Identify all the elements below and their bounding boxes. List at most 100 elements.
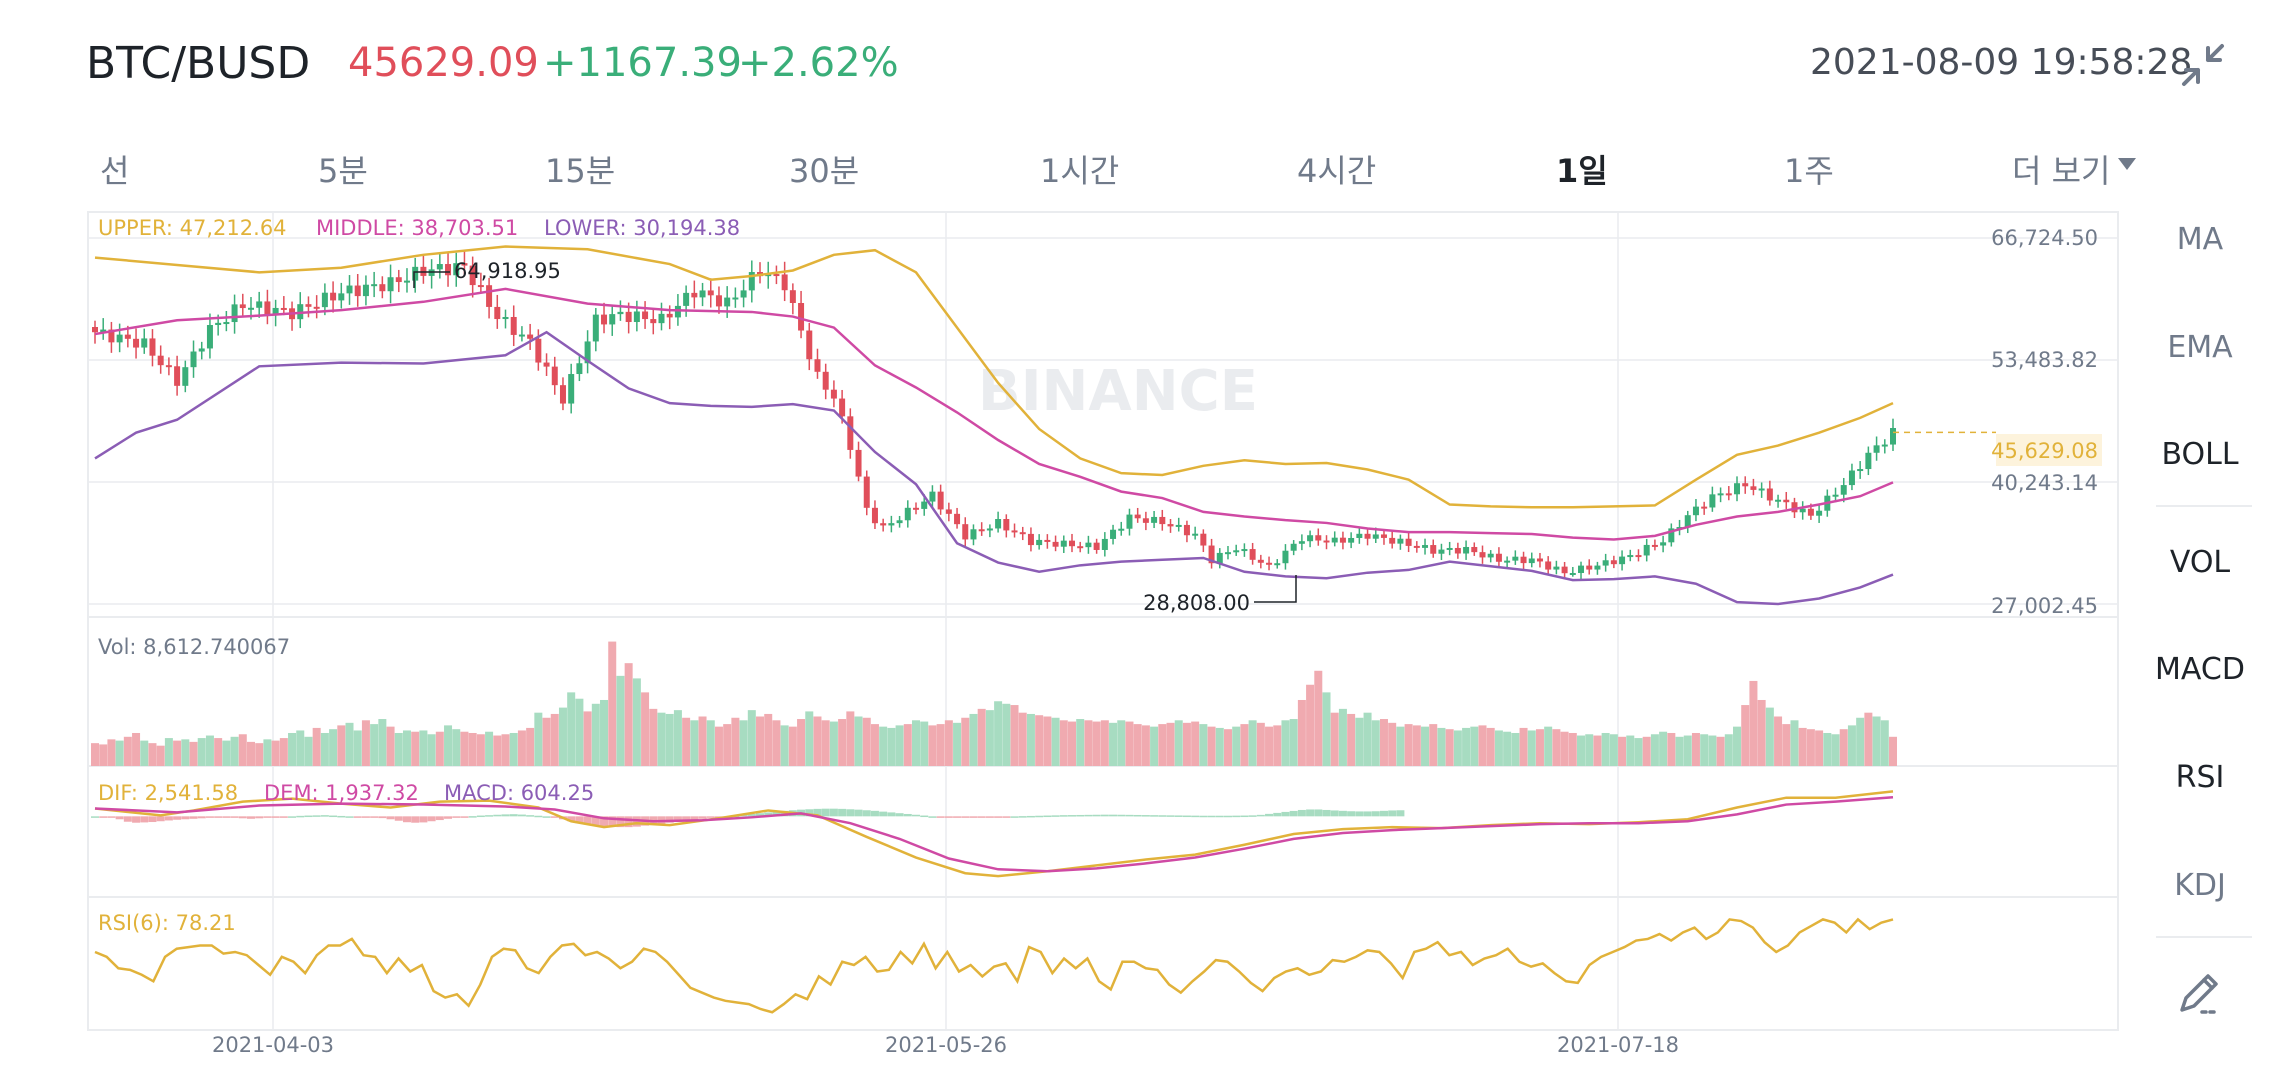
volume-bar: [1347, 713, 1356, 766]
macd-hist-bar: [944, 816, 953, 818]
candle-body: [765, 274, 772, 277]
volume-bar: [690, 720, 699, 766]
volume-bar: [1018, 712, 1027, 766]
macd-hist-bar: [1347, 811, 1356, 817]
volume-bar: [788, 726, 797, 766]
candle-body: [1249, 549, 1256, 560]
macd-dem-line: [94, 796, 1894, 873]
candle-body: [789, 290, 796, 304]
candle-body: [371, 284, 378, 287]
side-boll[interactable]: BOLL: [2161, 437, 2239, 472]
side-ema[interactable]: EMA: [2167, 330, 2233, 365]
candle-body: [1348, 537, 1355, 543]
volume-bar: [1462, 727, 1471, 766]
candle-body: [387, 277, 394, 292]
candle-body: [601, 314, 608, 325]
macd-hist-bar: [526, 815, 535, 817]
side-rsi[interactable]: RSI: [2175, 760, 2225, 795]
volume-bar: [1453, 730, 1462, 766]
volume-bar: [813, 716, 822, 766]
macd-hist-bar: [1125, 814, 1134, 817]
candle-body: [264, 301, 271, 315]
volume-bar: [1519, 727, 1528, 766]
candle-body: [1282, 550, 1289, 564]
candle-body: [1183, 524, 1190, 536]
volume-bar: [320, 732, 329, 766]
candle-body: [1077, 546, 1084, 549]
volume-bar: [1421, 726, 1430, 766]
candle-body: [1578, 565, 1585, 574]
volume-bar: [427, 734, 436, 766]
candle-body: [986, 528, 993, 531]
candle-body: [707, 290, 714, 296]
volume-bar: [1051, 717, 1060, 766]
macd-hist-bar: [148, 816, 157, 823]
macd-value-label: MACD: 604.25: [444, 781, 594, 805]
volume-bar: [452, 729, 461, 766]
volume-bar: [682, 717, 691, 766]
volume-bar: [1511, 732, 1520, 766]
tab-1d[interactable]: 1일: [1556, 152, 1608, 190]
macd-hist-bar: [1256, 814, 1265, 817]
candle-body: [1553, 566, 1560, 570]
side-vol[interactable]: VOL: [2169, 545, 2231, 580]
macd-hist-bar: [189, 816, 198, 819]
macd-hist-bar: [337, 815, 346, 818]
candle-body: [362, 284, 369, 297]
candle-body: [880, 523, 887, 526]
side-kdj[interactable]: KDJ: [2174, 868, 2226, 903]
macd-hist-bar: [1207, 815, 1216, 818]
volume-bar: [1092, 721, 1101, 766]
volume-bar: [361, 720, 370, 766]
tab-4h[interactable]: 4시간: [1297, 152, 1377, 190]
candle-body: [412, 266, 419, 281]
candle-body: [609, 314, 616, 325]
volume-bar: [641, 692, 650, 766]
tab-1h[interactable]: 1시간: [1040, 152, 1120, 190]
volume-bar: [1659, 731, 1668, 766]
macd-hist-bar: [1084, 814, 1093, 817]
candle-body: [133, 338, 140, 348]
macd-hist-bar: [772, 811, 781, 817]
candle-body: [518, 334, 525, 337]
volume-bar: [1815, 730, 1824, 766]
volume-bar: [1577, 735, 1586, 766]
volume-bar: [944, 720, 953, 766]
side-ma[interactable]: MA: [2176, 222, 2224, 257]
volume-bar: [1174, 720, 1183, 766]
macd-hist-bar: [1215, 815, 1224, 818]
candle-body: [321, 292, 328, 308]
volume-bar: [1593, 735, 1602, 766]
volume-bar: [91, 743, 99, 766]
tab-15m[interactable]: 15분: [545, 152, 616, 190]
boll-middle-line: [94, 287, 1894, 541]
macd-hist-bar: [583, 816, 592, 825]
tab-1w[interactable]: 1주: [1784, 152, 1834, 190]
collapse-arrows-icon[interactable]: [2178, 40, 2228, 90]
candle-body: [658, 313, 665, 324]
candle-body: [1233, 550, 1240, 553]
tab-5m[interactable]: 5분: [318, 152, 368, 190]
volume-label: Vol: 8,612.740067: [98, 635, 290, 659]
tab-more[interactable]: 더 보기: [2012, 152, 2111, 190]
volume-bar: [887, 727, 896, 766]
volume-bar: [1191, 721, 1200, 766]
volume-bar: [1733, 726, 1742, 766]
pencil-draw-icon[interactable]: [2176, 970, 2222, 1016]
tab-30m[interactable]: 30분: [789, 152, 860, 190]
candle-body: [674, 305, 681, 318]
volume-bar: [1708, 735, 1717, 766]
macd-hist-bar: [616, 816, 625, 828]
candle-body: [699, 290, 706, 298]
tab-line[interactable]: 선: [100, 152, 130, 190]
candle-body: [1848, 470, 1855, 486]
candle-body: [617, 311, 624, 315]
macd-hist-bar: [312, 815, 321, 817]
macd-hist-bar: [460, 816, 469, 818]
candle-body: [642, 311, 649, 320]
candle-body: [945, 509, 952, 514]
side-macd[interactable]: MACD: [2155, 652, 2245, 687]
candle-body: [1536, 558, 1543, 562]
volume-bar: [780, 725, 789, 766]
